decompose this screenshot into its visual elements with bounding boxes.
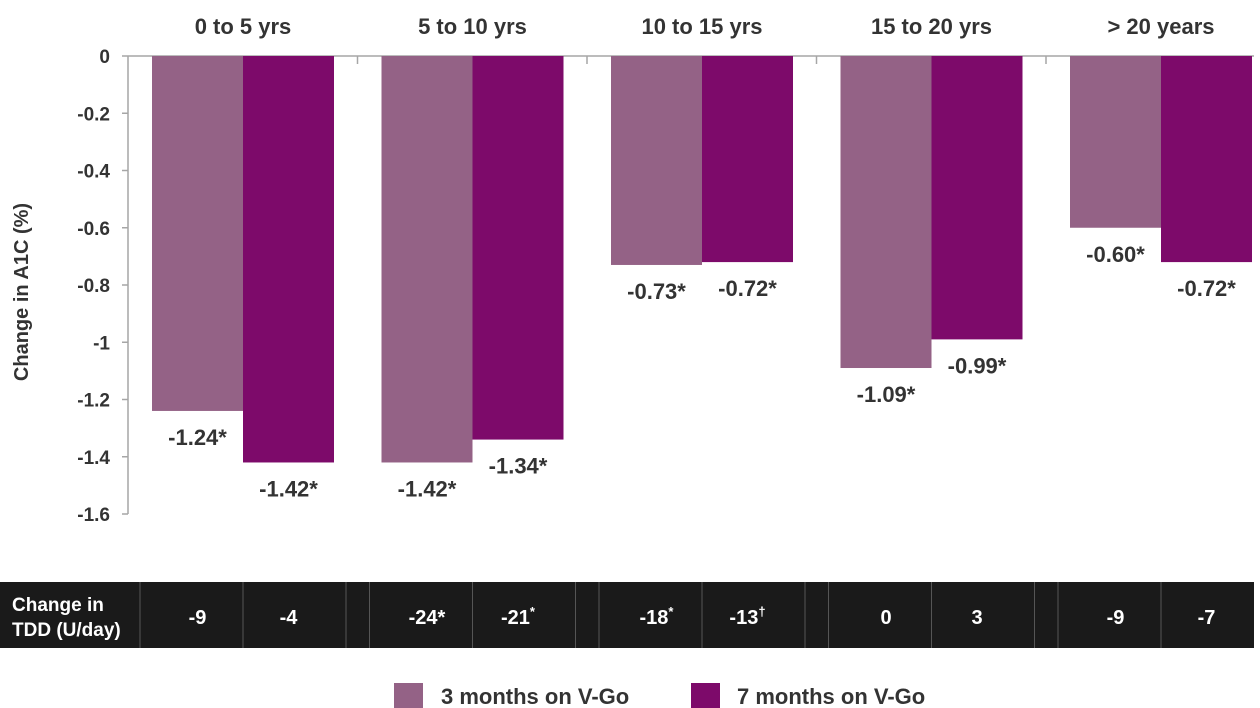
- category-label: > 20 years: [1107, 14, 1214, 39]
- data-label: -1.42*: [259, 476, 318, 501]
- bar: [702, 56, 793, 263]
- y-tick-label: -1.4: [77, 448, 110, 469]
- y-tick-label: -1.6: [77, 505, 110, 526]
- bar: [1161, 56, 1252, 263]
- y-tick-label: -0.8: [77, 276, 110, 297]
- y-tick-label: 0: [99, 47, 110, 68]
- bar: [472, 56, 564, 440]
- category-label: 10 to 15 yrs: [641, 14, 762, 39]
- bar: [611, 56, 702, 265]
- category-labels: 0 to 5 yrs 5 to 10 yrs 10 to 15 yrs 15 to 2…: [195, 14, 1215, 39]
- y-tick-label: -0.2: [77, 104, 110, 125]
- tdd-cell: 3: [971, 607, 982, 629]
- bar: [840, 56, 932, 369]
- legend-label: 7 months on V-Go: [737, 684, 925, 708]
- tdd-cell: -13†: [729, 604, 765, 629]
- tdd-cell: -24*: [409, 607, 446, 629]
- legend-label: 3 months on V-Go: [441, 684, 629, 708]
- data-label: -0.60*: [1086, 242, 1145, 267]
- category-label: 15 to 20 yrs: [871, 14, 992, 39]
- data-label: -0.72*: [1177, 276, 1236, 301]
- bar: [931, 56, 1023, 340]
- tdd-cell-value: -13: [729, 607, 758, 629]
- data-label: -1.24*: [168, 425, 227, 450]
- tdd-cell-value: -21: [501, 607, 530, 629]
- data-label: -0.72*: [718, 276, 777, 301]
- data-labels: -1.24* -1.42* -0.73* -1.09* -0.60* -1.42* -1.3…: [168, 242, 1236, 502]
- tdd-cell-superscript: †: [758, 604, 765, 619]
- tdd-cell-value: -4: [280, 607, 299, 629]
- tdd-cell-superscript: *: [530, 604, 536, 619]
- bars: [152, 56, 1252, 463]
- bar: [1070, 56, 1161, 228]
- tdd-cell-value: 0: [880, 607, 891, 629]
- data-label: -1.34*: [489, 454, 548, 479]
- tdd-cell-value: -7: [1198, 607, 1216, 629]
- tdd-cell: -9: [189, 607, 207, 629]
- y-tick-label: -0.4: [77, 162, 110, 183]
- data-label: -0.99*: [948, 353, 1007, 378]
- bar: [243, 56, 334, 463]
- y-axis-label: Change in A1C (%): [11, 203, 33, 381]
- bar: [152, 56, 243, 411]
- tdd-cell-value: -9: [1107, 607, 1125, 629]
- tdd-cell-superscript: *: [668, 604, 674, 619]
- tdd-cell: -9: [1107, 607, 1125, 629]
- tdd-header-line2: TDD (U/day): [12, 620, 121, 641]
- tdd-cell: -4: [280, 607, 299, 629]
- y-tick-label: -1.2: [77, 391, 110, 412]
- tdd-cell-value: 3: [971, 607, 982, 629]
- tdd-cell-value: -18: [640, 607, 669, 629]
- data-label: -1.42*: [398, 476, 457, 501]
- tdd-cell: -21*: [501, 604, 536, 629]
- tdd-band: [0, 582, 1254, 648]
- category-label: 5 to 10 yrs: [418, 14, 527, 39]
- tdd-cell-value: -9: [189, 607, 207, 629]
- data-label: -0.73*: [627, 279, 686, 304]
- bar: [381, 56, 473, 463]
- tdd-cell: 0: [880, 607, 891, 629]
- data-label: -1.09*: [857, 382, 916, 407]
- tdd-cell: -18*: [640, 604, 675, 629]
- tdd-cell: -7: [1198, 607, 1216, 629]
- legend-swatch: [691, 683, 720, 708]
- y-tick-label: -0.6: [77, 219, 110, 240]
- category-label: 0 to 5 yrs: [195, 14, 292, 39]
- tdd-cell-value: -24*: [409, 607, 446, 629]
- legend: 3 months on V-Go 7 months on V-Go: [394, 683, 925, 708]
- legend-swatch: [394, 683, 423, 708]
- y-tick-label: -1: [93, 333, 110, 354]
- tdd-header-line1: Change in: [12, 595, 104, 616]
